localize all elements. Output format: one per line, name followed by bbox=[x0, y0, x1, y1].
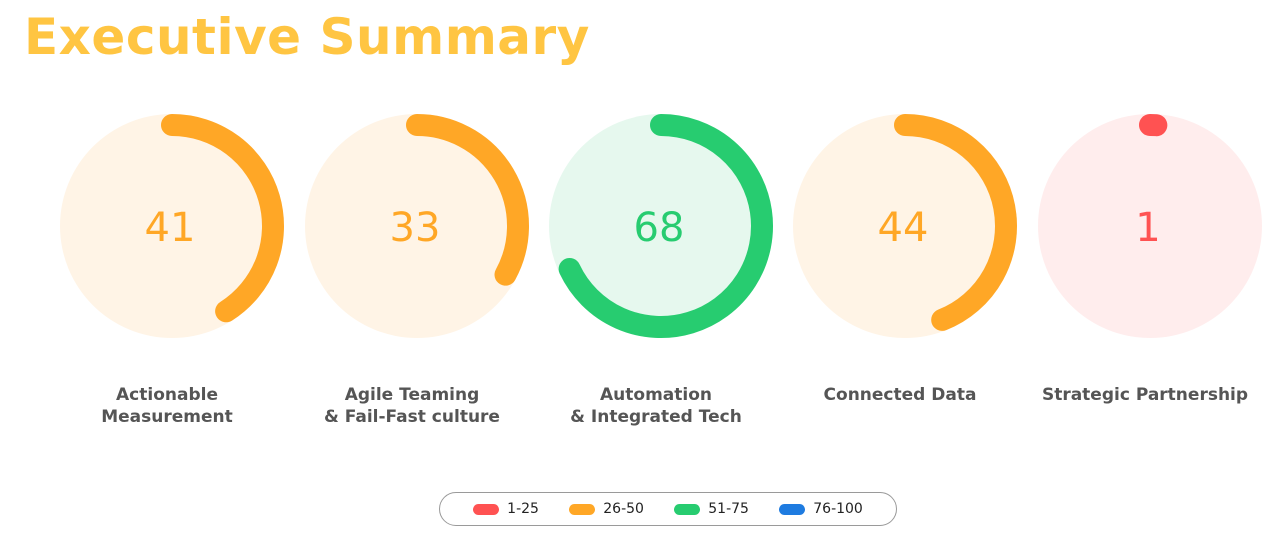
gauge-label-line1: Automation bbox=[600, 385, 712, 405]
gauge-label: Strategic Partnership bbox=[1025, 384, 1265, 406]
gauge-background bbox=[549, 114, 773, 338]
legend-label: 51-75 bbox=[708, 501, 749, 517]
gauge-arc bbox=[558, 114, 773, 338]
gauge-value: 1 bbox=[1135, 205, 1160, 251]
legend-swatch bbox=[473, 503, 500, 515]
gauge-value: 44 bbox=[878, 205, 929, 251]
page-title: Executive Summary bbox=[24, 8, 590, 66]
gauge-label: Connected Data bbox=[780, 384, 1020, 406]
legend: 1-25 26-50 51-75 76-100 bbox=[439, 492, 897, 526]
gauge-background bbox=[305, 114, 529, 338]
gauge-label: Agile Teaming & Fail-Fast culture bbox=[292, 384, 532, 428]
legend-swatch bbox=[674, 503, 701, 515]
legend-item: 26-50 bbox=[569, 501, 644, 517]
legend-label: 26-50 bbox=[603, 501, 644, 517]
gauge-label-line2: & Fail-Fast culture bbox=[324, 407, 500, 427]
gauge-background bbox=[60, 114, 284, 338]
gauge-label: Actionable Measurement bbox=[47, 384, 287, 428]
gauge-arc bbox=[894, 114, 1017, 331]
legend-swatch bbox=[779, 503, 806, 515]
gauge-arc bbox=[406, 114, 529, 286]
gauge-label-line2: Measurement bbox=[101, 407, 233, 427]
gauge-label: Automation & Integrated Tech bbox=[536, 384, 776, 428]
gauge-label-line2: & Integrated Tech bbox=[570, 407, 742, 427]
gauge-label-line1: Strategic Partnership bbox=[1041, 385, 1249, 405]
gauge-label-line1: Actionable bbox=[116, 385, 218, 405]
legend-label: 76-100 bbox=[813, 501, 863, 517]
gauge-arc bbox=[161, 114, 284, 323]
legend-swatch bbox=[569, 503, 596, 515]
gauge-label-line1: Connected Data bbox=[823, 385, 977, 405]
gauge-value: 41 bbox=[145, 205, 196, 251]
gauge-value: 68 bbox=[634, 205, 685, 251]
legend-item: 51-75 bbox=[674, 501, 749, 517]
gauge-background bbox=[1038, 114, 1262, 338]
gauge-background bbox=[793, 114, 1017, 338]
legend-label: 1-25 bbox=[507, 501, 539, 517]
legend-item: 76-100 bbox=[779, 501, 863, 517]
legend-item: 1-25 bbox=[473, 501, 539, 517]
gauge-value: 33 bbox=[390, 205, 441, 251]
gauge-label-line1: Agile Teaming bbox=[344, 385, 480, 405]
